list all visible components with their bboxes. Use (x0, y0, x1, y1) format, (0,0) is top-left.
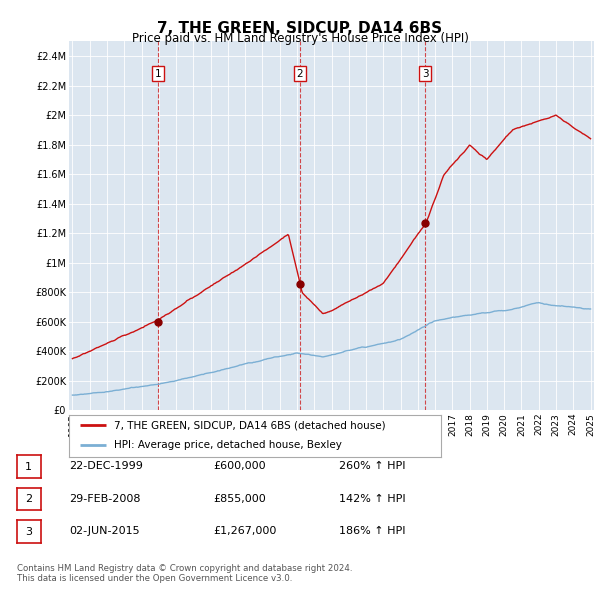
Text: 7, THE GREEN, SIDCUP, DA14 6BS: 7, THE GREEN, SIDCUP, DA14 6BS (157, 21, 443, 35)
Text: 2: 2 (296, 69, 303, 78)
Text: Contains HM Land Registry data © Crown copyright and database right 2024.
This d: Contains HM Land Registry data © Crown c… (17, 563, 352, 583)
Text: HPI: Average price, detached house, Bexley: HPI: Average price, detached house, Bexl… (113, 440, 341, 450)
Text: 142% ↑ HPI: 142% ↑ HPI (339, 494, 406, 503)
Text: 1: 1 (25, 462, 32, 471)
Text: 22-DEC-1999: 22-DEC-1999 (69, 461, 143, 471)
Text: £1,267,000: £1,267,000 (213, 526, 277, 536)
Text: 02-JUN-2015: 02-JUN-2015 (69, 526, 140, 536)
Text: 260% ↑ HPI: 260% ↑ HPI (339, 461, 406, 471)
Text: 29-FEB-2008: 29-FEB-2008 (69, 494, 140, 503)
Text: 3: 3 (422, 69, 428, 78)
Text: Price paid vs. HM Land Registry's House Price Index (HPI): Price paid vs. HM Land Registry's House … (131, 32, 469, 45)
Text: 7, THE GREEN, SIDCUP, DA14 6BS (detached house): 7, THE GREEN, SIDCUP, DA14 6BS (detached… (113, 421, 385, 430)
Text: 1: 1 (155, 69, 161, 78)
Text: £855,000: £855,000 (213, 494, 266, 503)
Text: £600,000: £600,000 (213, 461, 266, 471)
Text: 2: 2 (25, 494, 32, 504)
Text: 186% ↑ HPI: 186% ↑ HPI (339, 526, 406, 536)
Text: 3: 3 (25, 527, 32, 536)
